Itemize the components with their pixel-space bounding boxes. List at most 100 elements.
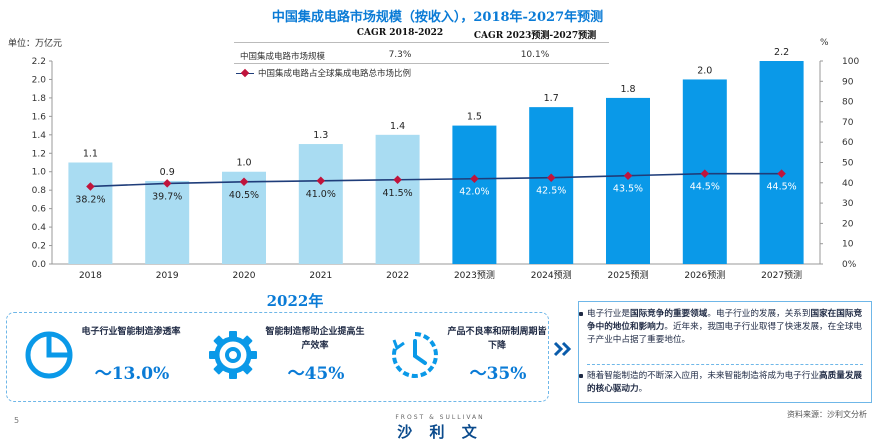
clock-icon [392,332,438,378]
kpi-value: ～45% [287,364,345,384]
kpi-panel: 电子行业智能制造渗透率 ～13.0% 智能制造帮助企业提高生产效率 ～45% [6,312,549,402]
legend-line-label: 中国集成电路占全球集成电路总市场比例 [258,69,412,79]
x-tick-label: 2019 [156,271,179,281]
bar-value-label: 1.4 [390,121,405,132]
x-tick-label: 2020 [233,271,256,281]
cagr-bottom-rule [234,63,609,64]
cagr-header-2023-2027: CAGR 2023预测-2027预测 [473,31,597,41]
y-tick-label-right: 90 [842,77,854,87]
kpi-card: 产品不良率和研制周期皆下降 ～35% [387,313,557,403]
kpi-value: ～13.0% [94,364,170,384]
kpi-card: 电子行业智能制造渗透率 ～13.0% [21,313,191,403]
x-tick-label: 2026预测 [684,270,725,281]
y-tick-label-right: 20 [842,219,854,229]
y-tick-label-left: 2.2 [32,57,46,67]
share-value-label: 44.5% [690,182,720,193]
gear-icon [209,331,257,379]
y-tick-label-right: 40 [842,179,854,189]
y-tick-label-right: 100 [842,57,859,67]
share-point [470,174,479,183]
y-tick-label-left: 2.0 [32,75,47,85]
chart-title: 中国集成电路市场规模（按收入），2018年-2027年预测 [271,10,604,25]
kpi-value: ～35% [469,364,527,384]
y-tick-label-right: 80 [842,98,854,108]
share-point [316,176,326,186]
share-value-label: 41.0% [306,189,336,200]
footer-brand: FROST & SULLIVAN [395,414,485,421]
kpi-year-label: 2022年 [266,292,324,310]
insight-divider [587,364,863,365]
y-tick-label-left: 0.0 [32,260,47,270]
bar-value-label: 1.3 [313,130,328,141]
bar [529,107,574,265]
bar-value-label: 1.7 [544,93,559,104]
cagr-header-2018-2022: CAGR 2018-2022 [356,28,444,38]
insight-panel: 电子行业是国际竞争的重要领域。电子行业的发展，关系到国家在国际竞争中的地位和影响… [578,301,872,403]
share-point [86,182,95,191]
right-axis-unit: % [820,38,829,48]
share-value-label: 40.5% [229,190,259,201]
footer-logo: 沙 利 文 [397,423,483,439]
y-tick-label-left: 1.6 [32,112,47,122]
y-axis-unit: 单位：万亿元 [8,39,63,49]
market-size-chart: 0.0 0.2 0.4 0.6 0.8 1.0 1.2 1.4 1.6 1.8 2.0 2.2 0% 10… [32,47,860,281]
kpi-label: 电子行业智能制造渗透率 [81,327,181,337]
insight-highlight: 国际竞争的重要领域 [629,309,708,319]
share-value-label: 38.2% [75,194,105,205]
y-tick-label-right: 60 [842,138,854,148]
share-value-label: 39.7% [152,191,182,202]
kpi-card: 智能制造帮助企业提高生产效率 ～45% [205,313,375,403]
y-tick-label-left: 0.4 [32,223,47,233]
kpi-label: 产品不良率和研制周期皆下降 [447,327,547,351]
bar-value-label: 0.9 [160,167,175,178]
share-value-label: 43.5% [613,184,643,195]
insight-highlight: 高质量发展的核心驱动力 [587,371,863,394]
bar-value-label: 2.0 [697,65,712,76]
insight-text: 。 [638,384,648,394]
cagr-top-rule [234,42,609,43]
y-tick-label-right: 10 [842,240,854,250]
share-line [90,172,782,188]
y-tick-label-right: 0% [842,260,857,270]
bar [606,97,650,264]
x-tick-label: 2027预测 [761,270,802,281]
x-tick-label: 2025预测 [608,270,649,281]
x-tick-label: 2018 [79,271,102,281]
insight-text: 随着智能制造的不断深入应用，未来智能制造将成为电子行业 [587,371,820,381]
y-tick-label-right: 30 [842,199,854,209]
share-point [393,175,402,184]
cagr-row-label: 中国集成电路市场规模 [240,52,326,62]
share-value-label: 44.5% [767,182,797,193]
y-tick-label-left: 0.6 [32,205,47,215]
share-value-label: 41.5% [383,188,413,199]
bar-value-label: 1.1 [83,149,98,160]
cagr-value-2023-2027: 10.1% [520,50,550,60]
bar-value-label: 1.8 [620,84,635,95]
x-tick-label: 2022 [386,271,409,281]
bar [68,162,113,264]
bar [222,171,266,264]
share-point [239,177,249,187]
chevron-right-icon [553,341,572,357]
kpi-label: 智能制造帮助企业提高生产效率 [265,327,365,351]
page-number: 5 [14,416,20,425]
y-tick-label-right: 70 [842,118,854,128]
insight-item: 电子行业是国际竞争的重要领域。电子行业的发展，关系到国家在国际竞争中的地位和影响… [579,308,867,347]
insight-highlight: 国家在国际竞争中的地位和影响力 [587,309,863,332]
x-tick-label: 2023预测 [454,270,495,281]
share-value-label: 42.0% [459,187,489,198]
share-point [162,179,172,188]
insight-text: 。近年来，我国电子行业取得了快速发展，在全球电子产业中占据了重要地位。 [587,322,863,345]
y-tick-label-left: 1.8 [32,94,47,104]
y-tick-label-left: 0.2 [32,242,46,252]
bar-value-label: 1.0 [236,158,251,169]
y-tick-label-left: 1.0 [32,168,47,178]
insight-text: 。电子行业的发展，关系到 [707,309,811,319]
pie-chart-icon [25,331,73,379]
bar [759,61,804,264]
bar-value-label: 1.5 [467,112,482,123]
bar [375,134,420,264]
insight-item: 随着智能制造的不断深入应用，未来智能制造将成为电子行业高质量发展的核心驱动力。 [579,370,867,396]
y-tick-label-left: 1.4 [32,131,47,141]
bar [452,125,497,264]
